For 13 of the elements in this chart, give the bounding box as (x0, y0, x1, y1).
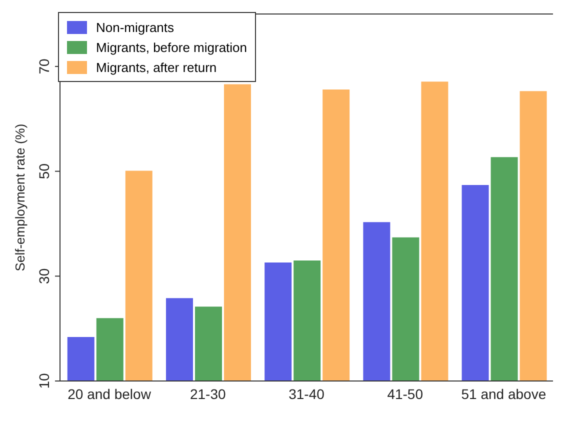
y-axis-title: Self-employment rate (%) (12, 124, 28, 272)
x-tick-label: 20 and below (68, 386, 152, 402)
y-tick-label: 50 (36, 163, 52, 180)
x-tick-label: 51 and above (461, 386, 546, 402)
y-tick-label: 70 (36, 58, 52, 74)
legend-label: Migrants, before migration (96, 40, 248, 54)
x-tick-label: 41-50 (387, 386, 424, 402)
x-tick-label: 21-30 (190, 386, 226, 402)
y-tick-label: 10 (36, 373, 52, 389)
x-tick-label: 31-40 (288, 386, 325, 402)
y-tick-label: 30 (36, 268, 52, 284)
legend-label: Non-migrants (96, 20, 174, 34)
legend-label: Migrants, after return (96, 60, 217, 74)
